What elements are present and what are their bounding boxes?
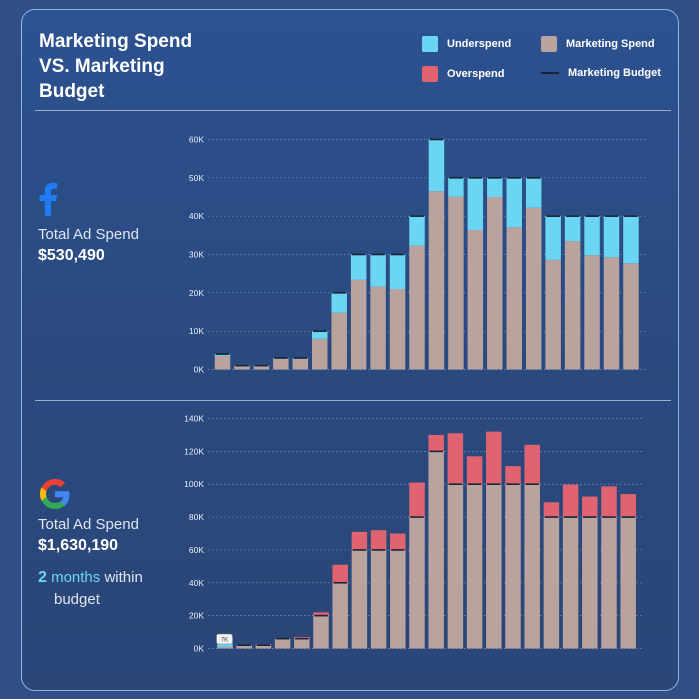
legend-underspend-label: Underspend [447, 38, 512, 50]
google-icon [38, 477, 72, 516]
months-count: 2 [38, 569, 47, 586]
underspend-swatch [422, 36, 438, 52]
facebook-total-value: $530,490 [38, 247, 105, 264]
facebook-total-label: Total Ad Spend [38, 226, 139, 243]
legend-overspend-label: Overspend [447, 68, 505, 80]
budget-line-swatch [541, 72, 559, 74]
months-text-budget: budget [54, 591, 100, 608]
page-title: Marketing Spend VS. Marketing Budget [39, 29, 219, 104]
google-total-value: $1,630,190 [38, 537, 119, 554]
legend-marketing-budget[interactable]: Marketing Budget [541, 67, 661, 79]
legend-budget-label: Marketing Budget [568, 67, 661, 79]
facebook-summary: Total Ad Spend $530,490 [38, 226, 139, 265]
dashboard-card: Marketing Spend VS. Marketing Budget Und… [21, 9, 679, 691]
months-within-budget: 2 months within budget [38, 567, 143, 611]
months-unit: months [51, 569, 101, 586]
months-text-within: within [104, 569, 143, 586]
spend-swatch [541, 36, 557, 52]
legend-marketing-spend[interactable]: Marketing Spend [541, 36, 655, 52]
title-line-2: VS. Marketing [39, 56, 165, 77]
legend-underspend[interactable]: Underspend [422, 36, 511, 52]
google-summary: Total Ad Spend $1,630,190 2 months withi… [38, 516, 143, 611]
google-total-label: Total Ad Spend [38, 516, 139, 533]
legend: Underspend Marketing Spend Overspend Mar… [422, 34, 672, 94]
title-line-3: Budget [39, 81, 105, 102]
section-divider [35, 400, 671, 401]
legend-overspend[interactable]: Overspend [422, 66, 504, 82]
header-divider [35, 110, 671, 111]
legend-spend-label: Marketing Spend [566, 38, 655, 50]
title-line-1: Marketing Spend [39, 31, 193, 52]
facebook-icon [38, 182, 58, 221]
overspend-swatch [422, 66, 438, 82]
